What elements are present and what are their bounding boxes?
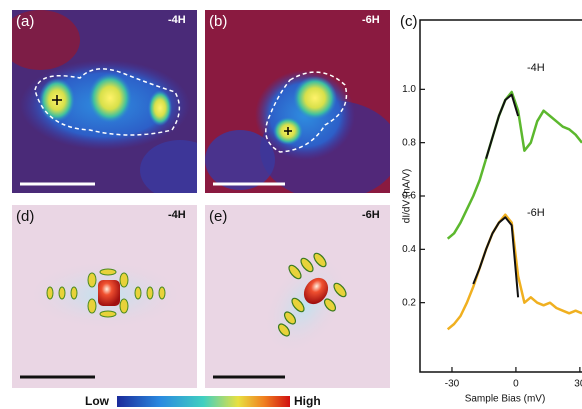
chart: (c) dI/dV (nA/V) Sample Bias (mV) -4H -6… [400,13,582,405]
panel-a: (a) -4H [0,10,220,200]
panel-tag: -4H [168,14,186,26]
plot-frame [420,20,582,372]
panel-label: (d) [16,208,34,225]
colorbar-high: High [294,394,321,408]
x-axis-label: Sample Bias (mV) [465,394,546,405]
data-line [448,92,582,239]
x-tick-label: 30 [574,379,582,390]
panel-tag: -4H [168,209,186,221]
data-line [486,95,518,159]
y-tick-label: 0.2 [402,297,416,308]
panel-label: (c) [400,13,418,30]
panel-d: (d) -4H [12,205,197,388]
colorbar: Low High [85,394,321,408]
panel-tag: -6H [362,209,380,221]
colorbar-low: Low [85,394,110,408]
colorbar-scale [117,396,290,407]
annotation: -4H [527,62,545,74]
y-tick-label: 0.6 [402,191,416,202]
data-line [473,217,518,297]
annotation: -6H [527,207,545,219]
x-tick-label: 0 [513,379,519,390]
panel-e: (e) -6H [205,205,390,388]
panel-b: (b) -6H [205,10,400,200]
panel-label: (b) [209,13,227,30]
panel-label: (a) [16,13,34,30]
panel-label: (e) [209,208,227,225]
y-tick-label: 0.4 [402,244,416,255]
y-tick-label: 0.8 [402,137,416,148]
y-tick-label: 1.0 [402,84,416,95]
figure: (a) -4H (b) -6H (d) -4H [0,0,582,409]
x-tick-label: -30 [445,379,460,390]
panel-tag: -6H [362,14,380,26]
